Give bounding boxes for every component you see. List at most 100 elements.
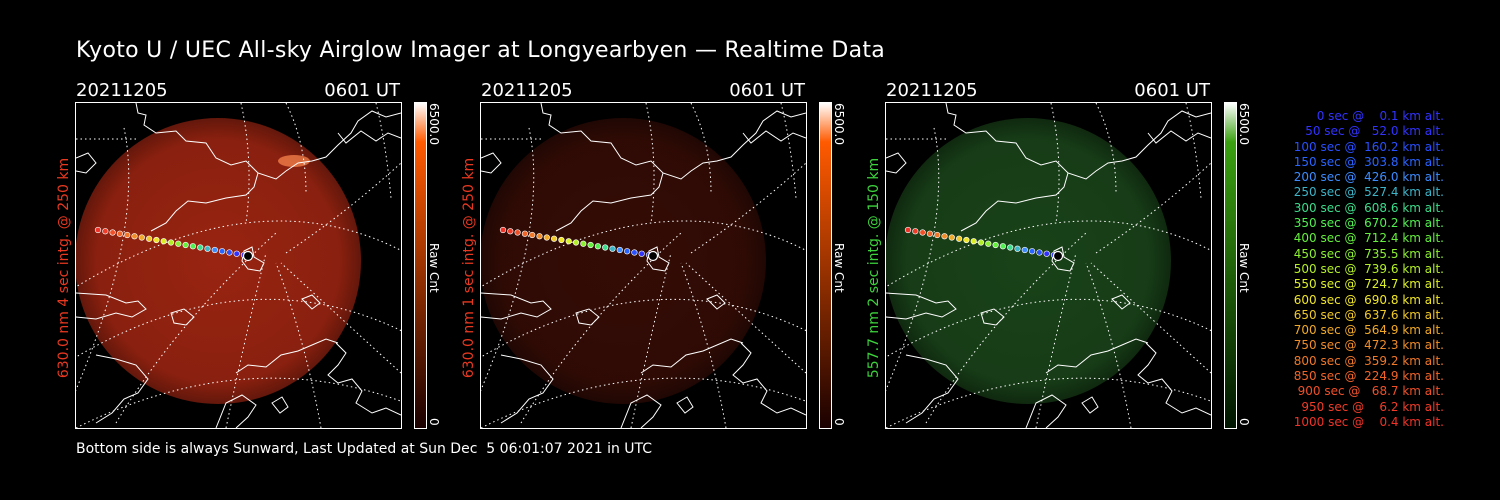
trajectory-point	[977, 239, 985, 246]
page-title: Kyoto U / UEC All-sky Airglow Imager at …	[76, 38, 886, 63]
trajectory-point	[189, 243, 196, 250]
panel-3-colorbar	[1224, 102, 1237, 429]
trajectory-point	[587, 241, 594, 249]
trajectory-point	[204, 245, 211, 252]
trajectory-point	[145, 235, 153, 242]
trajectory-point	[594, 243, 601, 250]
trajectory-point	[1029, 248, 1036, 255]
panel-1-time: 0601 UT	[324, 80, 400, 101]
panel-3-date: 20211205	[886, 80, 978, 101]
trajectory-point	[182, 241, 189, 249]
panel-3-svg	[886, 103, 1211, 428]
trajectory-point	[197, 244, 204, 251]
trajectory-point	[948, 234, 955, 241]
panel-3-time: 0601 UT	[1134, 80, 1210, 101]
trajectory-point	[211, 246, 218, 254]
trajectory-point	[219, 248, 226, 255]
panel-1-ylabel: 630.0 nm 4 sec intg. @ 250 km	[56, 157, 72, 379]
trajectory-point	[131, 233, 138, 240]
launch-site-marker	[1052, 250, 1064, 262]
panel-1-image	[75, 102, 402, 429]
panel-2-svg	[481, 103, 806, 428]
trajectory-point	[580, 240, 587, 247]
trajectory-point	[624, 248, 631, 255]
panel-2-image	[480, 102, 807, 429]
coastlines	[481, 103, 806, 428]
aurora-bright-spot	[278, 155, 310, 167]
legend-entry: 750 sec @ 472.3 km alt.	[1293, 338, 1444, 353]
trajectory-point	[919, 229, 926, 236]
legend-entry: 300 sec @ 608.6 km alt.	[1293, 200, 1444, 215]
legend-entry: 850 sec @ 224.9 km alt.	[1293, 369, 1444, 384]
trajectory-point	[1043, 250, 1050, 257]
panel-2-cbar-max: 6500.0	[832, 103, 846, 145]
panel-2-time: 0601 UT	[729, 80, 805, 101]
airglow-disk	[886, 118, 1171, 404]
panel-1-colorbar	[414, 102, 427, 429]
legend-entry: 900 sec @ 68.7 km alt.	[1297, 384, 1444, 399]
panel-3-ylabel: 557.7 nm 2 sec intg. @ 150 km	[866, 157, 882, 379]
airglow-disk	[76, 118, 361, 404]
trajectory-legend: 0 sec @ 0.1 km alt. 50 sec @ 52.0 km alt.…	[1262, 109, 1444, 430]
trajectory-point	[602, 244, 609, 251]
legend-entry: 500 sec @ 739.6 km alt.	[1293, 261, 1444, 276]
panel-1-svg	[76, 103, 401, 428]
trajectory-point	[550, 235, 558, 242]
panel-2-cbar-unit: Raw Cnt	[832, 243, 846, 293]
legend-entry: 0 sec @ 0.1 km alt.	[1316, 109, 1444, 123]
panel-3-image	[885, 102, 1212, 429]
trajectory-point	[934, 231, 941, 239]
trajectory-point	[116, 230, 124, 237]
trajectory-point	[912, 228, 919, 235]
trajectory-point	[963, 236, 970, 244]
trajectory-point	[558, 236, 565, 244]
legend-entry: 450 sec @ 735.5 km alt.	[1293, 246, 1444, 261]
trajectory-point	[529, 231, 536, 239]
trajectory-point	[904, 226, 912, 234]
trajectory-point	[543, 234, 550, 241]
trajectory-point	[941, 233, 948, 240]
panel-1-date: 20211205	[76, 80, 168, 101]
panel-1-cbar-min: 0	[427, 418, 441, 426]
trajectory-point	[536, 233, 543, 240]
trajectory-point	[985, 240, 992, 247]
trajectory-point	[999, 243, 1006, 250]
panel-3-cbar-max: 6500.0	[1237, 103, 1251, 145]
trajectory-point	[970, 238, 977, 245]
legend-entry: 800 sec @ 359.2 km alt.	[1293, 353, 1444, 368]
trajectory-point	[1014, 245, 1021, 252]
legend-entry: 100 sec @ 160.2 km alt.	[1293, 139, 1444, 154]
trajectory-point	[631, 249, 638, 256]
trajectory-point	[124, 231, 131, 239]
legend-entry: 150 sec @ 303.8 km alt.	[1293, 154, 1444, 169]
trajectory-point	[94, 226, 102, 234]
panel-2-cbar-min: 0	[832, 418, 846, 426]
legend-entry: 650 sec @ 637.6 km alt.	[1293, 307, 1444, 322]
trajectory-point	[609, 245, 616, 252]
trajectory-point	[521, 230, 529, 237]
airglow-disk	[481, 118, 766, 404]
trajectory-point	[992, 241, 999, 249]
panel-2-date: 20211205	[481, 80, 573, 101]
trajectory-point	[1036, 249, 1043, 256]
panel-2-ylabel: 630.0 nm 1 sec intg. @ 250 km	[461, 157, 477, 379]
trajectory-point	[160, 238, 167, 245]
trajectory-point	[565, 238, 572, 245]
rocket-trajectory	[499, 226, 659, 262]
trajectory-point	[175, 240, 182, 247]
launch-site-marker	[242, 250, 254, 262]
trajectory-point	[233, 250, 240, 257]
panel-3-cbar-min: 0	[1237, 418, 1251, 426]
legend-entry: 350 sec @ 670.2 km alt.	[1293, 216, 1444, 231]
trajectory-point	[1007, 244, 1014, 251]
legend-entry: 1000 sec @ 0.4 km alt.	[1293, 414, 1444, 429]
panel-1-cbar-max: 6500.0	[427, 103, 441, 145]
legend-entry: 950 sec @ 6.2 km alt.	[1301, 399, 1444, 414]
coastlines	[886, 103, 1211, 428]
trajectory-point	[638, 250, 645, 257]
panel-3-cbar-unit: Raw Cnt	[1237, 243, 1251, 293]
trajectory-point	[167, 239, 175, 246]
trajectory-point	[1021, 246, 1028, 254]
trajectory-point	[102, 228, 109, 235]
footer-status: Bottom side is always Sunward, Last Upda…	[76, 441, 653, 457]
